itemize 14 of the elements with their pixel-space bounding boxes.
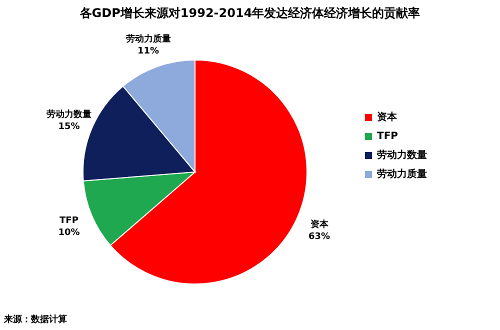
data-label: 15% xyxy=(58,122,80,132)
legend-label: 资本 xyxy=(377,111,398,123)
data-label: 10% xyxy=(58,228,80,238)
slice-label: 劳动力质量 xyxy=(126,34,171,45)
data-label: 11% xyxy=(137,46,160,57)
legend-label: 劳动力数量 xyxy=(377,149,427,161)
chart-title: 各GDP增长来源对1992-2014年发达经济体经济增长的贡献率 xyxy=(78,6,420,20)
slice-label: TFP xyxy=(60,216,79,226)
slice-label: 资本 xyxy=(310,218,330,230)
data-label: 63% xyxy=(308,232,330,242)
slice-label: 劳动力数量 xyxy=(46,109,92,120)
legend-label: 劳动力质量 xyxy=(377,168,427,180)
source-note: 来源：数据计算 xyxy=(3,314,67,325)
legend-label: TFP xyxy=(377,131,398,142)
